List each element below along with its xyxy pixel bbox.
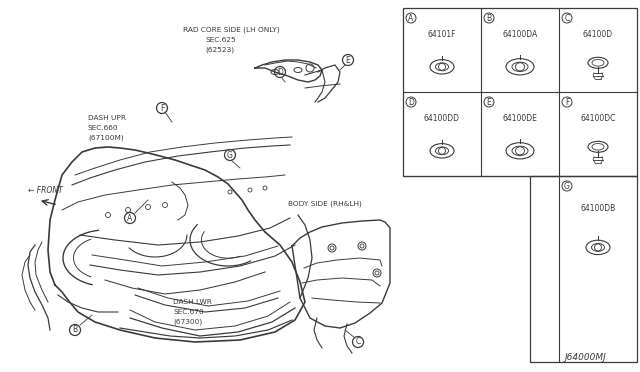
Text: ← FRONT: ← FRONT (28, 186, 63, 195)
Text: E: E (486, 97, 492, 106)
Text: J64000MJ: J64000MJ (564, 353, 606, 362)
Text: C: C (564, 13, 570, 22)
Text: DASH LWR: DASH LWR (173, 299, 212, 305)
Text: (62523): (62523) (205, 47, 234, 53)
Text: 64100DD: 64100DD (424, 114, 460, 124)
Text: G: G (227, 151, 233, 160)
Text: (67300): (67300) (173, 319, 202, 325)
Text: SEC.670: SEC.670 (173, 309, 204, 315)
Text: 64100DC: 64100DC (580, 114, 616, 124)
Text: 64100DB: 64100DB (580, 204, 616, 213)
Text: 64100D: 64100D (583, 31, 613, 39)
Text: SEC.625: SEC.625 (205, 37, 236, 43)
Text: D: D (277, 67, 283, 77)
Text: 64101F: 64101F (428, 31, 456, 39)
Text: 64100DE: 64100DE (502, 114, 538, 124)
Text: A: A (127, 214, 132, 222)
Text: F: F (160, 103, 164, 112)
Text: E: E (346, 55, 350, 64)
Text: BODY SIDE (RH&LH): BODY SIDE (RH&LH) (288, 201, 362, 207)
Text: SEC.660: SEC.660 (88, 125, 118, 131)
Bar (403, 8, 637, 176)
Text: C: C (355, 337, 360, 346)
Text: F: F (565, 97, 569, 106)
Text: 64100DA: 64100DA (502, 31, 538, 39)
Text: B: B (72, 326, 77, 334)
Bar (530, 176, 637, 362)
Text: RAD CORE SIDE (LH ONLY): RAD CORE SIDE (LH ONLY) (183, 27, 280, 33)
Text: G: G (564, 182, 570, 190)
Text: DASH UPR: DASH UPR (88, 115, 126, 121)
Text: (67100M): (67100M) (88, 135, 124, 141)
Text: D: D (408, 97, 414, 106)
Text: A: A (408, 13, 413, 22)
Text: B: B (486, 13, 492, 22)
